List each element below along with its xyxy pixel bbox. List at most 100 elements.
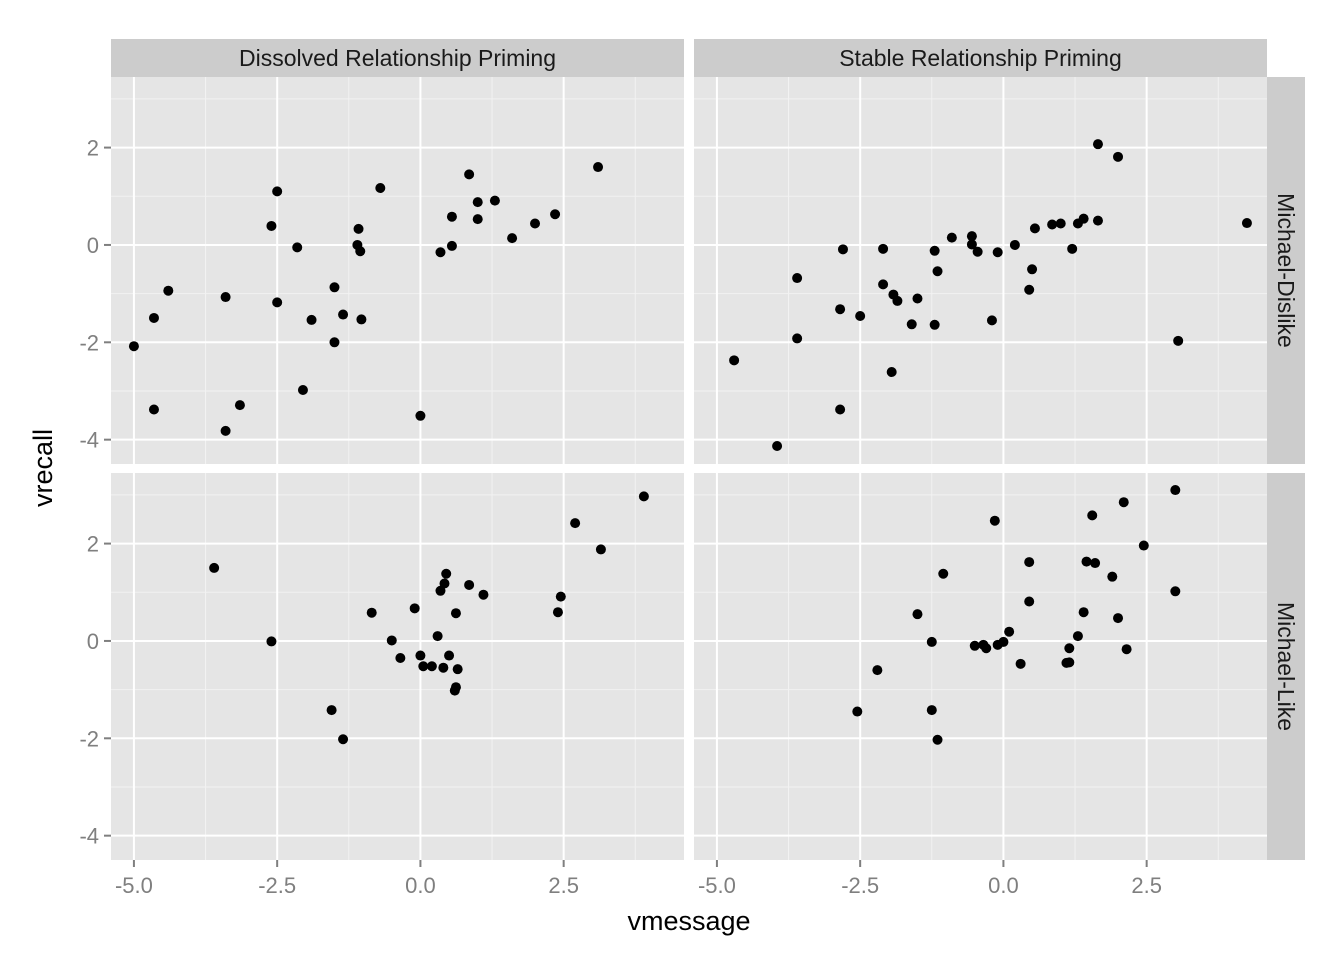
x-axis-title: vmessage: [627, 906, 750, 936]
data-point: [1092, 215, 1103, 226]
x-tick-label: -2.5: [258, 873, 296, 898]
data-point: [835, 404, 846, 415]
data-point: [452, 664, 463, 675]
data-point: [1113, 151, 1124, 162]
data-point: [209, 562, 220, 573]
data-point: [1027, 264, 1038, 275]
data-point: [929, 319, 940, 330]
data-point: [409, 603, 420, 614]
data-point: [835, 304, 846, 315]
data-point: [338, 309, 349, 320]
row-strip-label: Michael-Like: [1273, 602, 1299, 731]
x-tick-label: 0.0: [405, 873, 436, 898]
data-point: [912, 609, 923, 620]
data-point: [297, 385, 308, 396]
x-tick-label: 0.0: [988, 873, 1019, 898]
data-point: [148, 312, 159, 323]
data-point: [1170, 586, 1181, 597]
data-point: [1107, 571, 1118, 582]
data-point: [326, 705, 337, 716]
data-point: [998, 636, 1009, 647]
y-tick-label: -4: [79, 428, 99, 453]
data-point: [418, 661, 429, 672]
column-strip-dissolved-relationship-priming: [111, 39, 684, 77]
data-point: [366, 607, 377, 618]
y-tick-label: -2: [79, 330, 99, 355]
data-point: [966, 239, 977, 250]
data-point: [266, 220, 277, 231]
data-point: [938, 568, 949, 579]
data-point: [906, 319, 917, 330]
data-point: [435, 247, 446, 258]
data-point: [792, 333, 803, 344]
x-tick-label: -5.0: [698, 873, 736, 898]
data-point: [464, 169, 475, 180]
data-point: [220, 292, 231, 303]
data-point: [266, 636, 277, 647]
data-point: [912, 293, 923, 304]
data-point: [1009, 239, 1020, 250]
data-point: [441, 568, 452, 579]
data-point: [595, 544, 606, 555]
data-point: [966, 231, 977, 242]
data-point: [1024, 284, 1035, 295]
data-point: [1024, 557, 1035, 568]
x-tick-label: 2.5: [548, 873, 579, 898]
data-point: [1081, 556, 1092, 567]
data-point: [450, 608, 461, 619]
data-point: [986, 315, 997, 326]
data-point: [1078, 607, 1089, 618]
row-strip-michael-dislike: [1267, 77, 1305, 464]
panel-background: [694, 473, 1267, 860]
data-point: [1015, 658, 1026, 669]
data-point: [395, 652, 406, 663]
data-point: [1078, 213, 1089, 224]
column-strip-label: Dissolved Relationship Priming: [239, 45, 556, 71]
data-point: [932, 734, 943, 745]
data-point: [1121, 644, 1132, 655]
data-point: [338, 734, 349, 745]
row-strip-michael-like: [1267, 473, 1305, 860]
data-point: [926, 705, 937, 716]
data-point: [969, 640, 980, 651]
data-point: [438, 662, 449, 673]
data-point: [729, 355, 740, 366]
data-point: [128, 341, 139, 352]
data-point: [472, 214, 483, 225]
data-point: [892, 295, 903, 306]
data-point: [426, 661, 437, 672]
panel-stable-relationship-priming-michael-dislike: [694, 77, 1267, 464]
panel-background: [111, 77, 684, 464]
data-point: [472, 197, 483, 208]
data-point: [432, 631, 443, 642]
data-point: [148, 404, 159, 415]
data-point: [1047, 219, 1058, 230]
data-point: [946, 232, 957, 243]
y-tick-label: 2: [87, 136, 99, 161]
data-point: [1090, 558, 1101, 569]
data-point: [1087, 510, 1098, 521]
data-point: [530, 218, 541, 229]
data-point: [272, 186, 283, 197]
data-point: [444, 650, 455, 661]
data-point: [1004, 626, 1015, 637]
y-tick-label: 0: [87, 233, 99, 258]
data-point: [1067, 243, 1078, 254]
data-point: [837, 244, 848, 255]
data-point: [872, 665, 883, 676]
data-point: [163, 285, 174, 296]
data-point: [570, 518, 581, 529]
data-point: [992, 247, 1003, 258]
data-point: [489, 195, 500, 206]
data-point: [507, 233, 518, 244]
data-point: [926, 636, 937, 647]
data-point: [792, 273, 803, 284]
data-point: [329, 282, 340, 293]
data-point: [386, 635, 397, 646]
data-point: [355, 246, 366, 257]
data-point: [852, 706, 863, 717]
data-point: [439, 578, 450, 589]
data-point: [638, 491, 649, 502]
